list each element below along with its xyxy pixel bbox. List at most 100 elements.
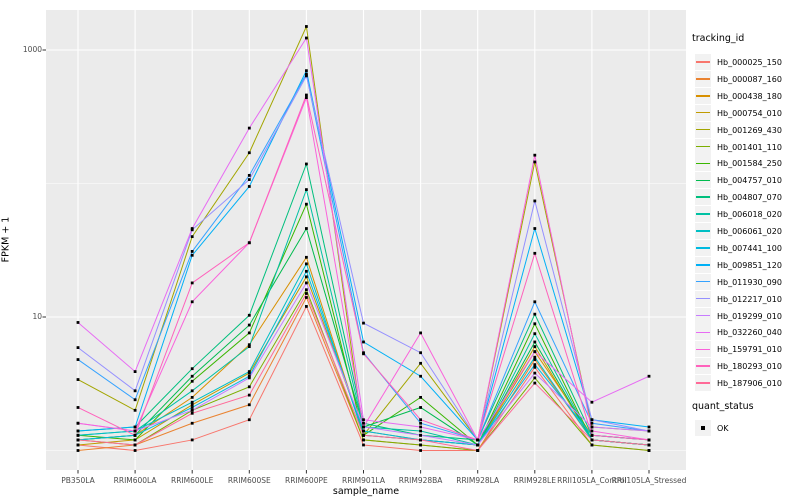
data-point [590,443,594,447]
data-point [419,438,422,442]
data-point [533,350,537,354]
data-point [247,370,251,373]
legend-label: Hb_011930_090 [717,277,782,287]
data-point [76,429,80,433]
data-point [590,429,594,433]
legend-line-sample [696,162,710,165]
data-point [362,418,365,422]
data-point [419,406,422,409]
data-point [647,429,651,433]
data-point [419,433,422,437]
data-point [533,322,537,326]
data-point [247,343,251,347]
legend-line-sample [696,111,710,114]
data-point [419,429,422,433]
data-point [533,227,537,230]
data-point [247,323,251,327]
data-point [190,406,194,409]
data-point [305,93,308,97]
data-point [76,406,80,409]
data-point [247,393,251,397]
data-point [533,363,537,366]
data-point [133,398,137,402]
legend-line-sample [696,78,710,80]
data-point [247,126,251,130]
data-point [533,153,537,157]
data-point [76,438,80,442]
data-point [305,292,308,295]
data-point [476,449,480,452]
legend-label: Hb_000438_180 [717,91,782,101]
data-point [133,449,137,452]
legend-key-swatch [695,375,711,392]
legend-label: Hb_007441_100 [717,243,782,253]
data-point [305,255,308,259]
x-tick-label-RRIM928BA: RRIM928BA [398,476,443,485]
data-point [190,400,194,404]
legend-line-sample [696,230,710,232]
data-point [133,389,137,393]
legend-key-swatch [695,290,711,307]
data-point [476,438,480,442]
data-point [647,449,651,452]
data-point [247,151,251,155]
data-point [76,378,80,381]
legend-label: Hb_004807_070 [717,193,782,203]
data-point [419,421,422,425]
data-point [305,25,308,28]
data-point [247,385,251,389]
data-point [305,69,308,73]
data-point [76,358,80,361]
data-point [533,312,537,316]
data-point [247,418,251,422]
data-point [419,331,422,335]
black-square-point-icon [701,426,705,430]
legend-line-sample [696,196,710,198]
legend-label: Hb_159791_010 [717,345,782,355]
data-point [305,262,308,266]
data-point [533,371,537,375]
data-point [305,305,308,308]
data-point [305,296,308,299]
legend-key-swatch [695,324,711,341]
legend-label: Hb_001269_430 [717,125,782,135]
data-point [362,340,365,344]
legend-label: Hb_019299_010 [717,311,782,321]
data-point [647,443,651,447]
legend-key-swatch [695,223,711,239]
data-point [362,321,365,325]
legend-label: Hb_004757_010 [717,176,782,186]
data-point [133,438,137,442]
data-point [190,300,194,304]
data-point [76,421,80,425]
data-point [533,251,537,255]
legend-key-swatch [695,239,711,256]
data-point [362,425,365,429]
legend-line-sample [696,314,710,317]
data-point [419,425,422,429]
legend-key-swatch [695,420,711,436]
legend-label: Hb_006061_020 [717,227,782,236]
data-point [247,241,251,245]
data-point [305,36,308,40]
data-point [247,374,251,378]
data-point [76,443,80,447]
data-point [419,449,422,452]
data-point [247,331,251,335]
data-point [305,281,308,285]
legend-key-swatch [695,273,711,290]
legend-line-sample [696,365,710,367]
data-point [533,381,537,385]
data-point [247,403,251,407]
legend-label: Hb_000025_150 [717,58,782,67]
y-tick-label-10: 10 [32,312,42,321]
x-tick-label-RRII105LA_Stressed: RRII105LA_Stressed [611,476,687,485]
legend-key-swatch [695,189,711,206]
data-point [305,162,308,166]
data-point [190,235,194,239]
data-point [133,370,137,373]
data-point [647,425,651,429]
legend-key-swatch [695,341,711,358]
